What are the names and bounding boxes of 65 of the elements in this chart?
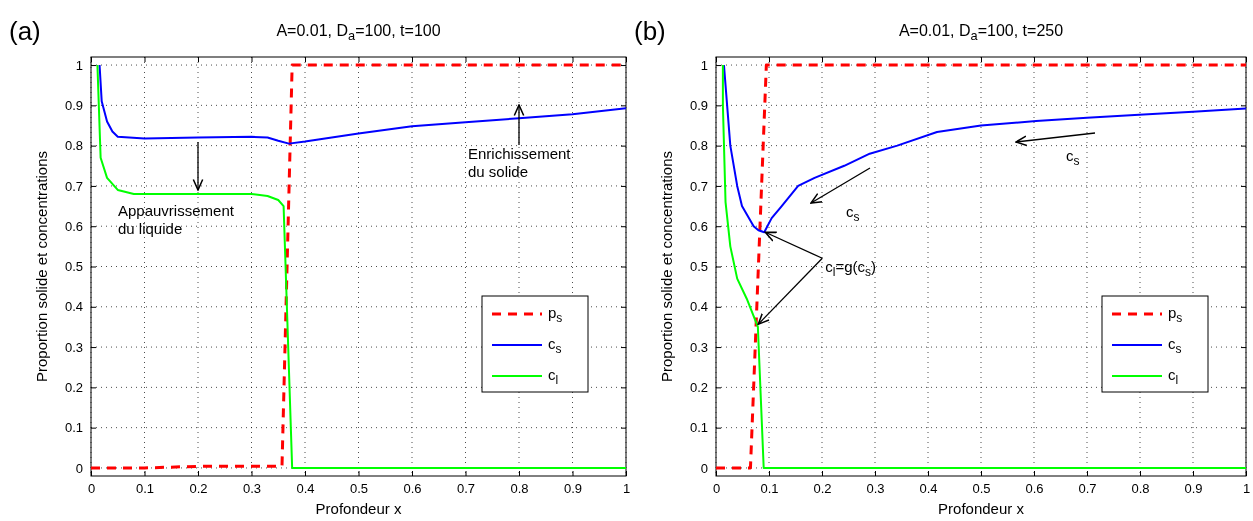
- y-tick-label: 0.8: [64, 138, 83, 154]
- x-tick-label: 0: [712, 481, 721, 497]
- y-tick-label: 0.2: [64, 380, 83, 396]
- x-tick-label: 0.5: [972, 481, 991, 497]
- y-tick-label: 0.1: [689, 420, 708, 436]
- y-tick-label: 0.7: [689, 178, 708, 194]
- line-series: [722, 64, 1246, 234]
- chart-title: A=0.01, D$_{a}$=100, t=250: [898, 22, 1064, 43]
- x-tick-label: 0: [87, 481, 96, 497]
- y-axis-title: Proportion solide et concentrations: [33, 151, 50, 382]
- y-tick-label: 0.8: [689, 138, 708, 154]
- legend-label: p$_{s}$: [548, 304, 563, 325]
- y-tick-label: 0.5: [64, 259, 83, 275]
- legend-label: p$_{s}$: [1168, 304, 1183, 325]
- x-tick-label: 0.6: [1025, 481, 1044, 497]
- y-tick-label: 0.1: [64, 420, 83, 436]
- y-tick-label: 0.5: [689, 259, 708, 275]
- y-tick-label: 1: [75, 57, 83, 73]
- y-tick-label: 1: [700, 57, 708, 73]
- x-tick-label: 0.8: [510, 481, 529, 497]
- chart-title: A=0.01, D$_{a}$=100, t=100: [276, 22, 441, 43]
- x-tick-label: 0.1: [760, 481, 779, 497]
- x-tick-label: 0.6: [403, 481, 422, 497]
- annotation: c$_{l}$=g(c$_{s}$): [825, 258, 877, 279]
- x-tick-label: 0.5: [349, 481, 369, 497]
- y-tick-label: 0.7: [64, 178, 83, 194]
- x-axis-title: Profondeur x: [938, 500, 1025, 517]
- x-axis-title: Profondeur x: [315, 500, 402, 517]
- x-tick-label: 0.7: [1078, 481, 1097, 497]
- x-tick-label: 0.2: [813, 481, 832, 497]
- x-tick-label: 0.2: [189, 481, 208, 497]
- x-tick-label: 0.3: [866, 481, 885, 497]
- y-tick-label: 0.9: [64, 98, 83, 114]
- x-tick-label: 1: [1242, 481, 1251, 497]
- x-tick-label: 0.1: [135, 481, 155, 497]
- x-tick-label: 0.8: [1131, 481, 1150, 497]
- y-axis-title: Proportion solide et concentrations: [658, 151, 675, 382]
- x-tick-label: 0.4: [296, 481, 315, 497]
- legend-label: c$_{s}$: [548, 335, 562, 356]
- x-tick-label: 0.7: [456, 481, 476, 497]
- line-series: [98, 64, 626, 145]
- x-tick-label: 0.9: [1184, 481, 1203, 497]
- x-tick-label: 0.9: [563, 481, 583, 497]
- y-tick-label: 0.4: [689, 299, 708, 315]
- annotation: c$_{s}$: [846, 203, 860, 224]
- y-tick-label: 0.4: [64, 299, 83, 315]
- text: (b): [634, 16, 666, 46]
- x-tick-label: 0.4: [919, 481, 938, 497]
- y-tick-label: 0.9: [689, 98, 708, 114]
- y-tick-label: 0: [75, 460, 83, 476]
- annotation: Enrichissement du solide: [468, 145, 572, 180]
- y-tick-label: 0.2: [689, 380, 708, 396]
- x-tick-label: 0.3: [242, 481, 262, 497]
- annotation: c$_{s}$: [1066, 147, 1080, 168]
- y-tick-label: 0.3: [689, 339, 708, 355]
- text: (a): [9, 16, 41, 46]
- legend-label: c$_{s}$: [1168, 335, 1182, 356]
- annotation: Appauvrissement du liquide: [118, 202, 235, 237]
- y-tick-label: 0.6: [64, 218, 83, 234]
- y-tick-label: 0.6: [689, 218, 708, 234]
- legend-label: c$_{l}$: [1168, 366, 1179, 387]
- x-tick-label: 1: [622, 481, 631, 497]
- y-tick-label: 0.3: [64, 339, 83, 355]
- legend-label: c$_{l}$: [548, 366, 559, 387]
- y-tick-label: 0: [700, 460, 708, 476]
